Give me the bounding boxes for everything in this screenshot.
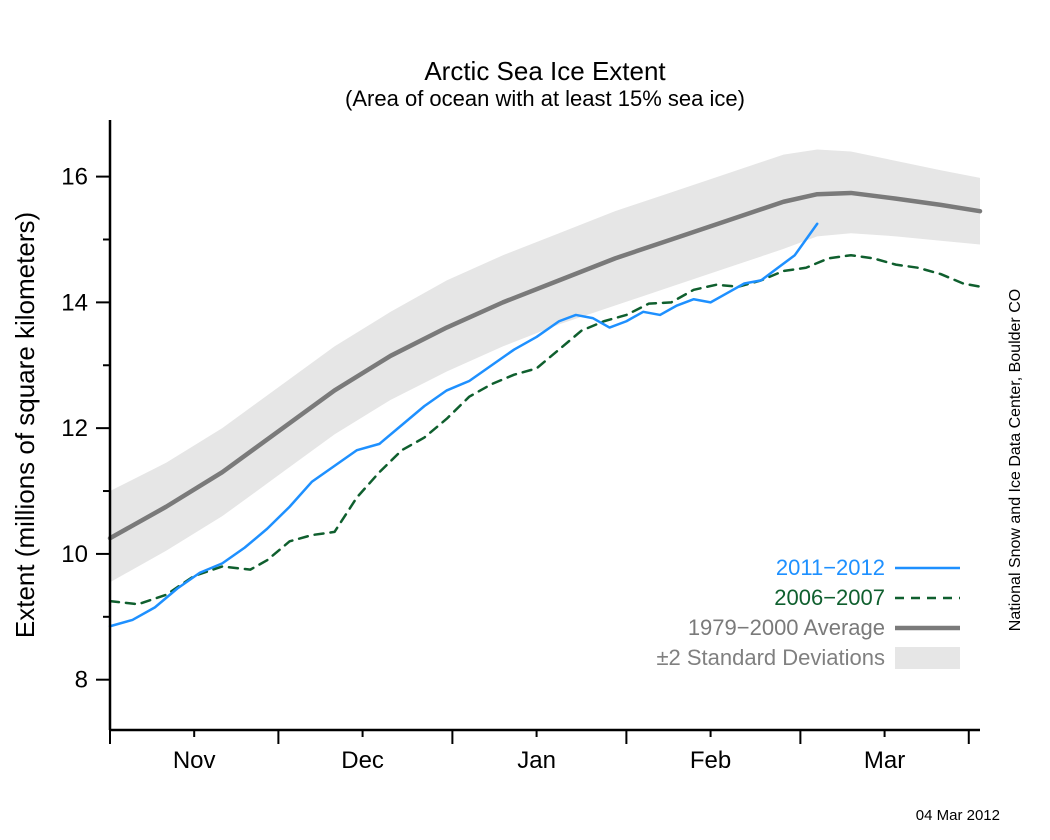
legend-label-avg: 1979−2000 Average [688, 615, 885, 640]
x-tick-label: Nov [173, 747, 216, 774]
legend-swatch-band [895, 647, 960, 669]
legend-label-band: ±2 Standard Deviations [656, 645, 885, 670]
std-dev-band [110, 150, 980, 583]
y-tick-label: 14 [61, 289, 88, 316]
y-tick-label: 10 [61, 541, 88, 568]
y-tick-label: 8 [75, 667, 88, 694]
chart-title: Arctic Sea Ice Extent [424, 56, 666, 86]
x-tick-label: Mar [864, 747, 905, 774]
x-tick-label: Dec [341, 747, 384, 774]
y-tick-label: 12 [61, 415, 88, 442]
legend-label-s2011: 2011−2012 [776, 555, 885, 580]
chart-svg: Arctic Sea Ice Extent (Area of ocean wit… [0, 0, 1050, 840]
x-tick-label: Jan [517, 747, 556, 774]
credit-text: National Snow and Ice Data Center, Bould… [1007, 289, 1024, 631]
y-tick-label: 16 [61, 164, 88, 191]
x-tick-label: Feb [690, 747, 731, 774]
chart-subtitle: (Area of ocean with at least 15% sea ice… [345, 86, 745, 111]
plot-area: 8 10 12 14 16 Nov Dec Jan Feb Mar 2011−2012 2006−20… [61, 120, 980, 774]
chart-container: { "chart": { "type": "line", "title": "A… [0, 0, 1050, 840]
date-stamp: 04 Mar 2012 [916, 807, 1000, 824]
y-axis-label: Extent (millions of square kilometers) [10, 212, 40, 638]
legend-label-s2006: 2006−2007 [774, 585, 885, 610]
